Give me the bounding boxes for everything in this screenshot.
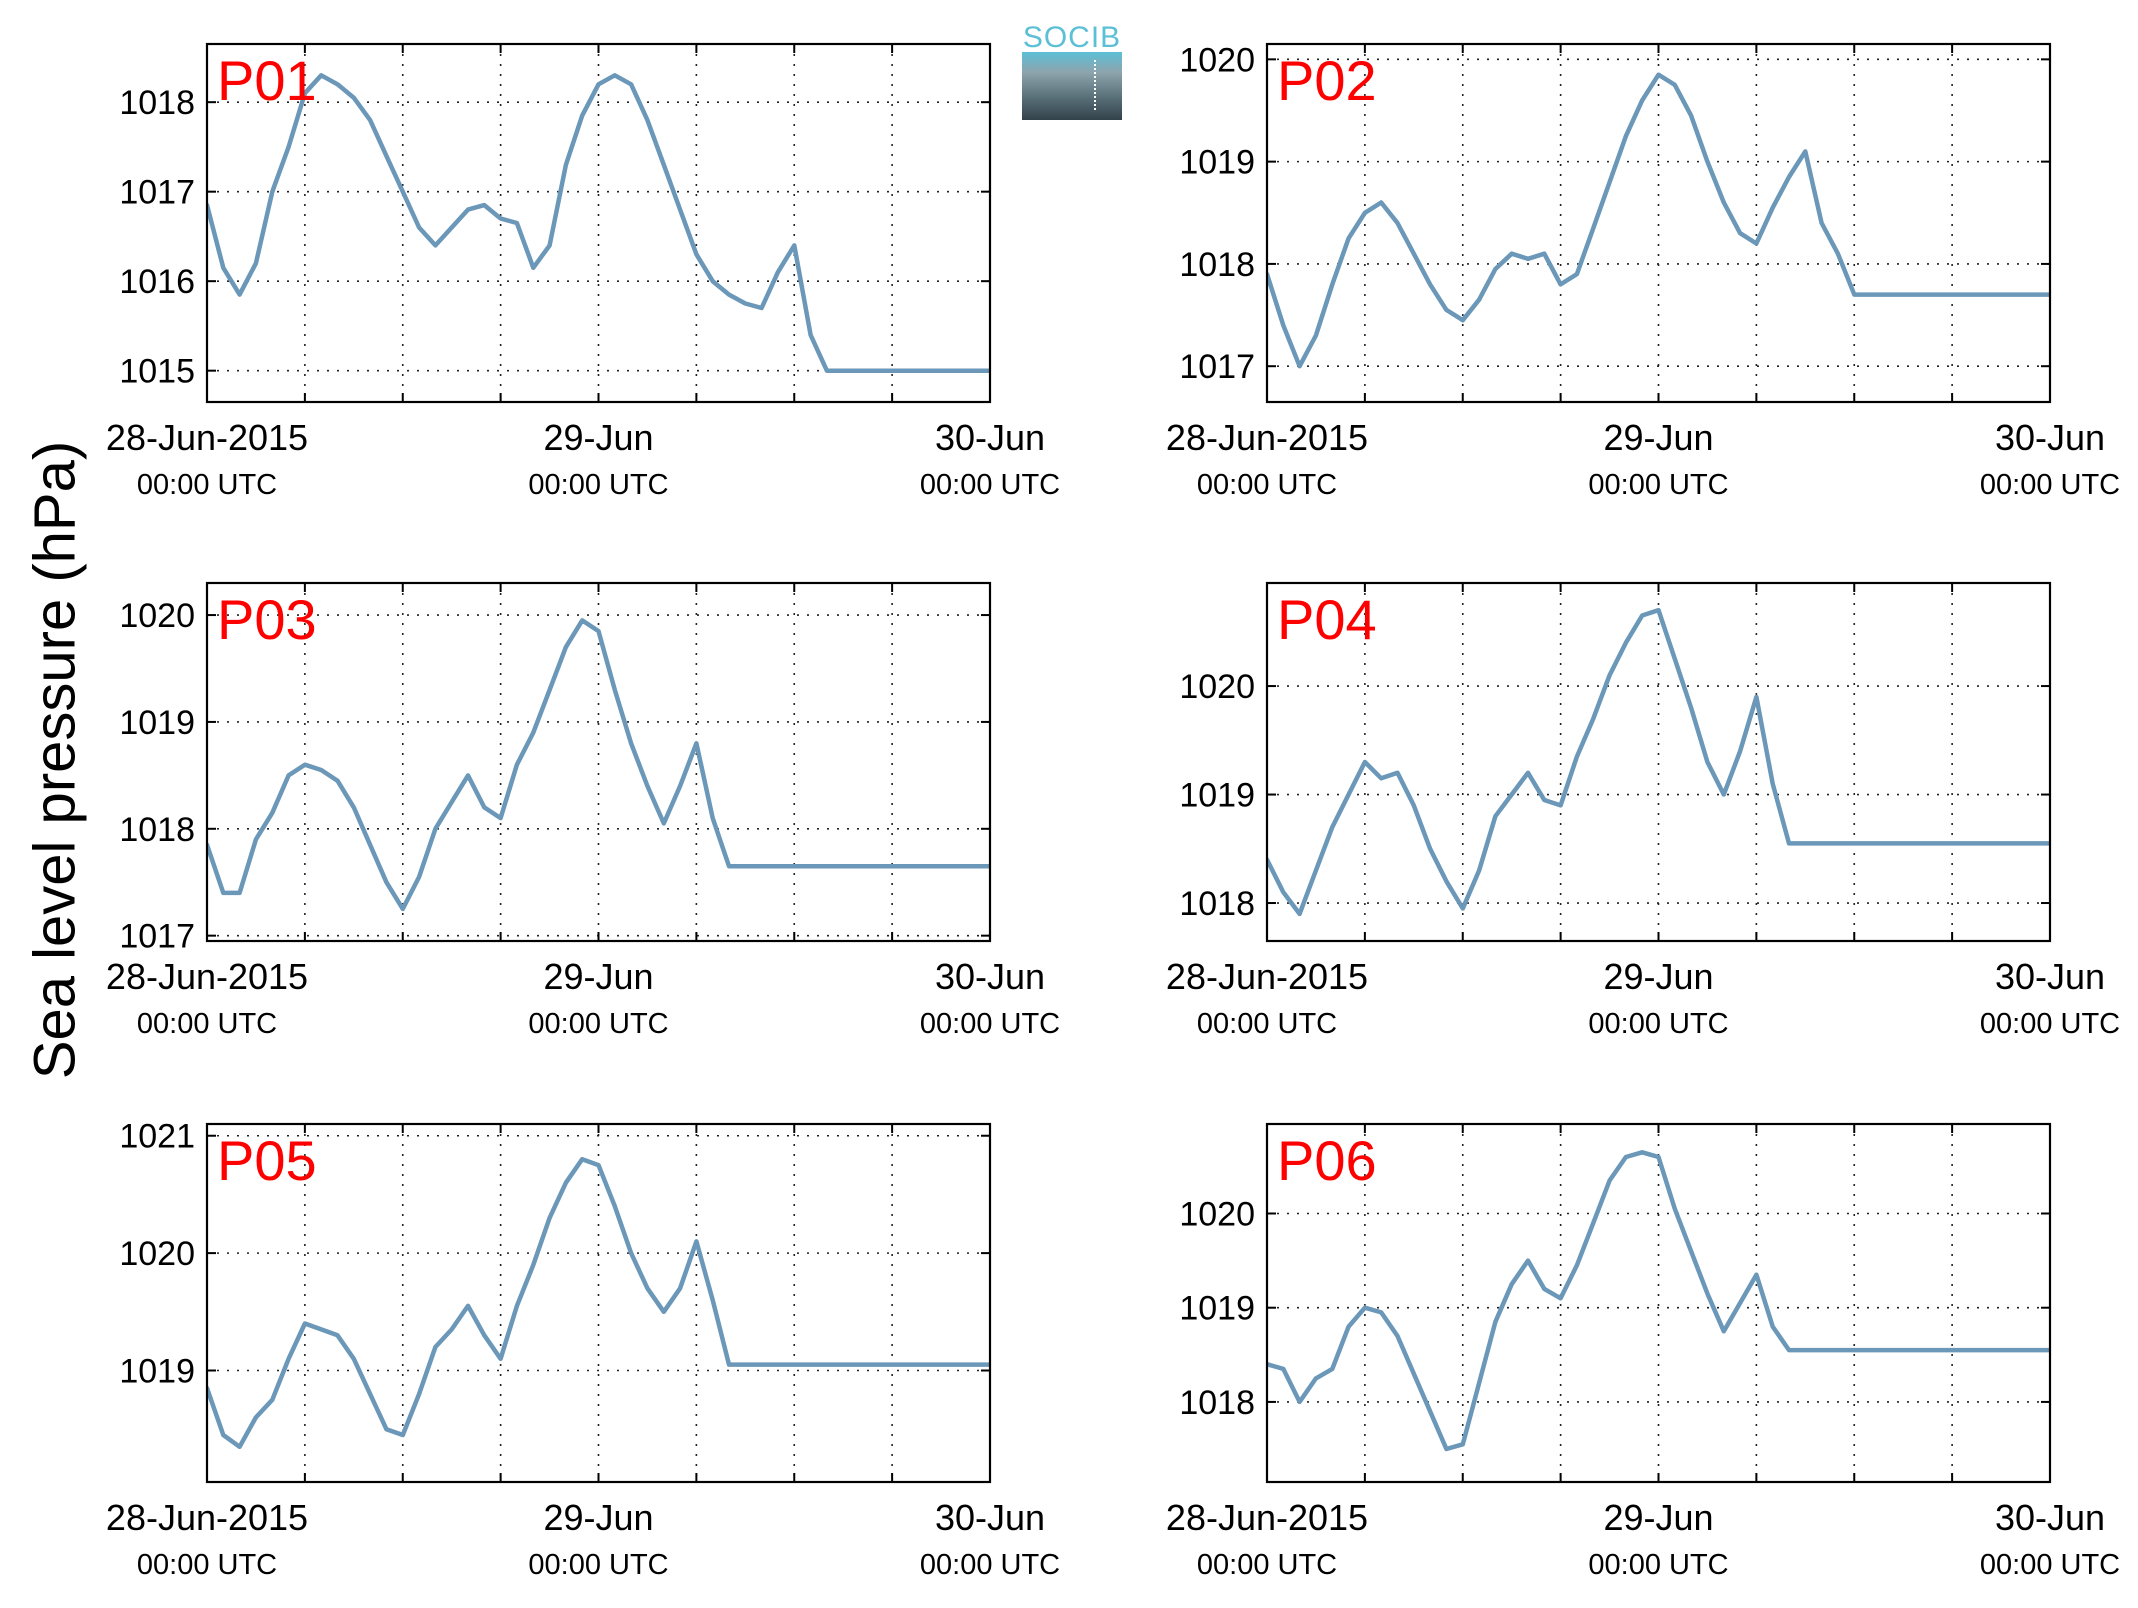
socib-logo: SOCIB xyxy=(1022,22,1122,122)
panel-label: P02 xyxy=(1277,49,1377,112)
y-tick-label: 1019 xyxy=(119,1352,195,1390)
chart-panel-p06: 1018 1019 1020 28-Jun-2015 00:00 UTC 29-Jun 00… xyxy=(1166,1122,2120,1581)
x-tick-label-date: 28-Jun-2015 xyxy=(106,417,308,458)
x-tick-label-date: 30-Jun xyxy=(935,956,1045,997)
y-tick-label: 1020 xyxy=(119,597,195,635)
series-line xyxy=(1267,1150,2050,1452)
axes-frame xyxy=(205,42,992,404)
x-tick-label-date: 29-Jun xyxy=(1603,1497,1713,1538)
y-tick-label: 1017 xyxy=(119,918,195,956)
y-tick-label: 1017 xyxy=(119,174,195,212)
axes-frame xyxy=(1265,1122,2052,1484)
y-tick-label: 1015 xyxy=(119,353,195,391)
x-tick-label-date: 30-Jun xyxy=(1995,956,2105,997)
series-line xyxy=(207,1156,990,1450)
x-tick-label-time: 00:00 UTC xyxy=(137,1549,277,1581)
x-tick-label-time: 00:00 UTC xyxy=(920,469,1060,501)
x-tick-label-date: 28-Jun-2015 xyxy=(106,956,308,997)
chart-panel-p05: 1019 1020 1021 28-Jun-2015 00:00 UTC 29-Jun 00… xyxy=(106,1118,1060,1581)
axes-frame xyxy=(205,581,992,943)
logo-graphic xyxy=(1022,52,1122,120)
x-tick-label-time: 00:00 UTC xyxy=(1588,1549,1728,1581)
x-tick-label-time: 00:00 UTC xyxy=(528,1008,668,1040)
x-tick-label-time: 00:00 UTC xyxy=(1588,1008,1728,1040)
panel-label: P04 xyxy=(1277,588,1377,651)
panel-label: P03 xyxy=(217,588,317,651)
x-tick-label-time: 00:00 UTC xyxy=(1980,469,2120,501)
axes-frame xyxy=(205,1122,992,1484)
y-tick-label: 1019 xyxy=(119,704,195,742)
x-tick-label-time: 00:00 UTC xyxy=(528,469,668,501)
x-tick-label-date: 30-Jun xyxy=(1995,417,2105,458)
y-tick-label: 1020 xyxy=(119,1235,195,1273)
chart-panel-p04: 1018 1019 1020 28-Jun-2015 00:00 UTC 29-Jun 00… xyxy=(1166,581,2120,1040)
chart-panel-p01: 1015 1016 1017 1018 28-Jun-2015 00:00 UTC 29-J… xyxy=(106,42,1060,501)
panel-label: P06 xyxy=(1277,1129,1377,1192)
logo-text: SOCIB xyxy=(1022,21,1122,54)
axes-frame xyxy=(1265,581,2052,943)
x-tick-label-date: 30-Jun xyxy=(935,1497,1045,1538)
y-tick-label: 1021 xyxy=(119,1118,195,1156)
y-tick-label: 1018 xyxy=(1179,246,1255,284)
x-tick-label-time: 00:00 UTC xyxy=(528,1549,668,1581)
y-tick-label: 1018 xyxy=(119,84,195,122)
x-tick-label-date: 29-Jun xyxy=(1603,417,1713,458)
y-tick-label: 1016 xyxy=(119,263,195,301)
x-tick-label-time: 00:00 UTC xyxy=(920,1008,1060,1040)
series-line xyxy=(1267,72,2050,369)
x-tick-label-date: 30-Jun xyxy=(935,417,1045,458)
x-tick-label-date: 29-Jun xyxy=(543,956,653,997)
x-tick-label-time: 00:00 UTC xyxy=(137,469,277,501)
x-tick-label-date: 28-Jun-2015 xyxy=(106,1497,308,1538)
axes-frame xyxy=(1265,42,2052,404)
y-tick-label: 1020 xyxy=(1179,668,1255,706)
logo-dashes xyxy=(1094,60,1096,110)
series-line xyxy=(1267,607,2050,917)
chart-panel-p03: 1017 1018 1019 1020 28-Jun-2015 00:00 UTC 29-J… xyxy=(106,581,1060,1040)
x-tick-label-date: 28-Jun-2015 xyxy=(1166,1497,1368,1538)
x-tick-label-time: 00:00 UTC xyxy=(1197,469,1337,501)
y-tick-label: 1017 xyxy=(1179,348,1255,386)
y-tick-label: 1018 xyxy=(1179,1384,1255,1422)
x-tick-label-time: 00:00 UTC xyxy=(1980,1008,2120,1040)
x-tick-label-time: 00:00 UTC xyxy=(137,1008,277,1040)
x-tick-label-date: 28-Jun-2015 xyxy=(1166,956,1368,997)
y-tick-label: 1019 xyxy=(1179,777,1255,815)
x-tick-label-time: 00:00 UTC xyxy=(920,1549,1060,1581)
series-line xyxy=(207,73,990,373)
panel-label: P05 xyxy=(217,1129,317,1192)
y-tick-label: 1018 xyxy=(1179,885,1255,923)
y-tick-label: 1020 xyxy=(1179,41,1255,79)
x-tick-label-time: 00:00 UTC xyxy=(1588,469,1728,501)
x-tick-label-time: 00:00 UTC xyxy=(1980,1549,2120,1581)
x-tick-label-date: 29-Jun xyxy=(1603,956,1713,997)
x-tick-label-date: 28-Jun-2015 xyxy=(1166,417,1368,458)
y-tick-label: 1020 xyxy=(1179,1196,1255,1234)
x-tick-label-date: 29-Jun xyxy=(543,417,653,458)
x-tick-label-date: 30-Jun xyxy=(1995,1497,2105,1538)
panel-label: P01 xyxy=(217,49,317,112)
y-tick-label: 1018 xyxy=(119,811,195,849)
x-tick-label-time: 00:00 UTC xyxy=(1197,1008,1337,1040)
y-tick-label: 1019 xyxy=(1179,144,1255,182)
series-line xyxy=(207,618,990,912)
x-tick-label-time: 00:00 UTC xyxy=(1197,1549,1337,1581)
y-tick-label: 1019 xyxy=(1179,1290,1255,1328)
chart-panel-p02: 1017 1018 1019 1020 28-Jun-2015 00:00 UTC 29-J… xyxy=(1166,41,2120,501)
x-tick-label-date: 29-Jun xyxy=(543,1497,653,1538)
